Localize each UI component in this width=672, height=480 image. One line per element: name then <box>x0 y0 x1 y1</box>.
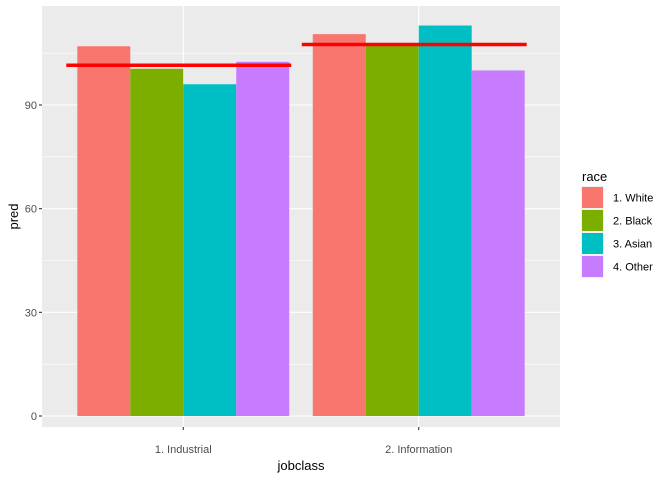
legend-label: 3. Asian <box>613 239 652 251</box>
y-axis-title: pred <box>6 203 21 229</box>
x-axis-title: jobclass <box>277 458 325 473</box>
y-tick-label: 60 <box>25 204 37 216</box>
bar <box>418 25 472 417</box>
legend-title: race <box>582 169 607 184</box>
legend-label: 4. Other <box>613 262 653 274</box>
legend-swatch <box>582 187 603 208</box>
legend: race 1. White 2. Black 3. Asian 4. Other <box>581 169 653 278</box>
y-tick-label: 30 <box>25 307 37 319</box>
legend-swatch <box>582 210 603 231</box>
legend-label: 2. Black <box>613 216 653 228</box>
bar <box>236 61 290 417</box>
y-tick-label: 0 <box>31 411 37 423</box>
y-tick-label: 90 <box>25 100 37 112</box>
reference-lines <box>66 42 527 68</box>
legend-label: 1. White <box>613 193 653 205</box>
x-tick-label: 2. Information <box>385 444 452 456</box>
y-axis: 0 30 60 90 <box>25 100 42 423</box>
bar <box>312 34 366 417</box>
legend-swatch <box>582 256 603 277</box>
bar <box>471 70 525 416</box>
bar <box>77 46 131 416</box>
x-tick-label: 1. Industrial <box>155 444 212 456</box>
bar <box>130 68 184 416</box>
bars <box>77 25 525 417</box>
bar <box>365 44 419 417</box>
bar <box>183 84 237 417</box>
legend-swatch <box>582 233 603 254</box>
x-axis: 1. Industrial 2. Information <box>155 427 452 456</box>
